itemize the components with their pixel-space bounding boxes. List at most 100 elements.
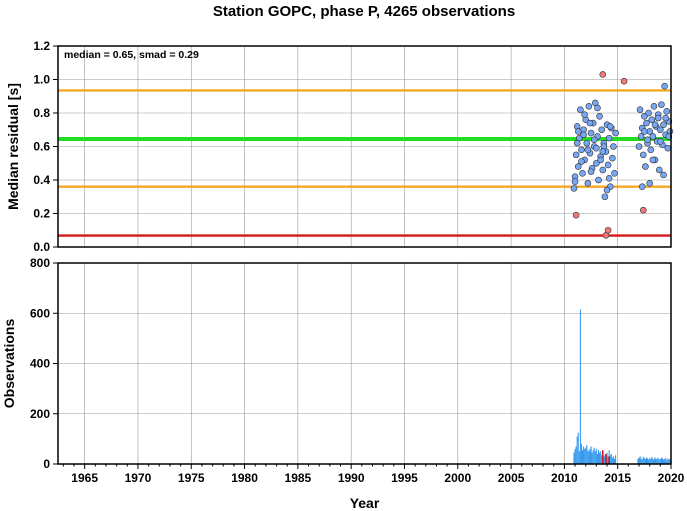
y-tick-label: 600 (30, 306, 50, 320)
data-point (571, 178, 579, 185)
bar (661, 458, 664, 464)
residual-y-axis-label: Median residual [s] (5, 83, 21, 210)
data-point (641, 113, 648, 120)
data-point (599, 148, 607, 155)
data-point (649, 156, 657, 164)
data-point (572, 211, 580, 219)
bar (599, 452, 601, 464)
bar-highlight (608, 456, 610, 464)
x-tick-label: 1970 (125, 471, 152, 485)
data-point (590, 136, 598, 144)
data-point (660, 121, 667, 129)
data-point (593, 144, 600, 152)
data-point (648, 116, 656, 123)
data-point (647, 146, 655, 154)
bar (592, 450, 594, 464)
x-tick-label: 2000 (444, 471, 471, 485)
x-tick-label: 1975 (178, 471, 205, 485)
y-tick-label: 1.2 (33, 39, 50, 53)
x-tick-label: 2005 (498, 471, 525, 485)
bar (651, 456, 653, 464)
data-point (643, 119, 650, 127)
data-point (594, 104, 601, 112)
bar (576, 436, 578, 464)
y-tick-label: 0.8 (33, 106, 50, 120)
data-point (654, 114, 662, 122)
data-point (651, 121, 659, 129)
data-point (661, 82, 668, 90)
bar (668, 459, 670, 464)
data-point (574, 128, 582, 135)
bar (669, 458, 671, 464)
data-point (570, 185, 578, 192)
bar (588, 451, 590, 464)
data-point (662, 114, 669, 122)
x-tick-label: 1980 (231, 471, 258, 485)
bar (589, 448, 591, 464)
data-point (578, 158, 585, 165)
data-point (606, 123, 614, 130)
data-point (641, 128, 648, 135)
bar (655, 458, 657, 464)
bar (658, 459, 660, 464)
bar (596, 453, 598, 464)
bar (606, 452, 608, 464)
bar (639, 456, 641, 464)
bar (584, 448, 586, 464)
bar (647, 458, 649, 464)
x-tick-label: 1995 (391, 471, 418, 485)
bar (663, 459, 665, 464)
data-point (593, 159, 600, 167)
data-point (604, 226, 612, 234)
bar (579, 309, 581, 464)
y-tick-label: 0 (43, 457, 50, 471)
data-point (581, 111, 588, 118)
data-point (645, 109, 652, 117)
bar (603, 456, 605, 464)
bar (580, 443, 582, 464)
bar (586, 445, 588, 464)
residual-points (570, 71, 674, 239)
data-point (655, 166, 663, 174)
data-point (663, 108, 671, 115)
data-point (596, 113, 603, 120)
bar (637, 458, 639, 464)
data-point (642, 163, 649, 170)
data-point (605, 134, 613, 142)
bar (652, 458, 654, 464)
bar (585, 447, 587, 464)
observations-y-axis-label: Observations (1, 319, 17, 409)
data-point (601, 193, 609, 201)
bar (653, 459, 655, 464)
data-point (657, 138, 664, 145)
data-point (577, 106, 584, 113)
data-point (657, 126, 664, 134)
data-point (579, 170, 586, 177)
bar (650, 458, 652, 464)
bar (611, 457, 613, 464)
x-tick-label: 1990 (338, 471, 365, 485)
y-tick-label: 0.0 (33, 240, 50, 254)
data-point (573, 139, 581, 147)
data-point (605, 175, 613, 182)
x-tick-label: 2015 (604, 471, 631, 485)
bar (641, 459, 643, 464)
data-point (599, 166, 607, 174)
data-point (650, 103, 658, 110)
data-point (609, 154, 616, 162)
y-tick-label: 400 (30, 357, 50, 371)
data-point (599, 71, 607, 78)
data-point (611, 170, 618, 177)
bar (578, 451, 580, 464)
data-point (639, 151, 647, 159)
bar (612, 456, 614, 464)
data-point (578, 146, 585, 154)
data-point (660, 171, 667, 179)
bar (649, 457, 651, 464)
data-point (638, 183, 646, 190)
bar (648, 459, 650, 464)
y-tick-label: 0.6 (33, 140, 50, 154)
year-x-ticks: 1965 1970 1975 1980 1985 1990 1995 2000 2005 2010… (62, 464, 685, 485)
observations-y-ticks: 0 200 400 600 800 (30, 256, 58, 471)
